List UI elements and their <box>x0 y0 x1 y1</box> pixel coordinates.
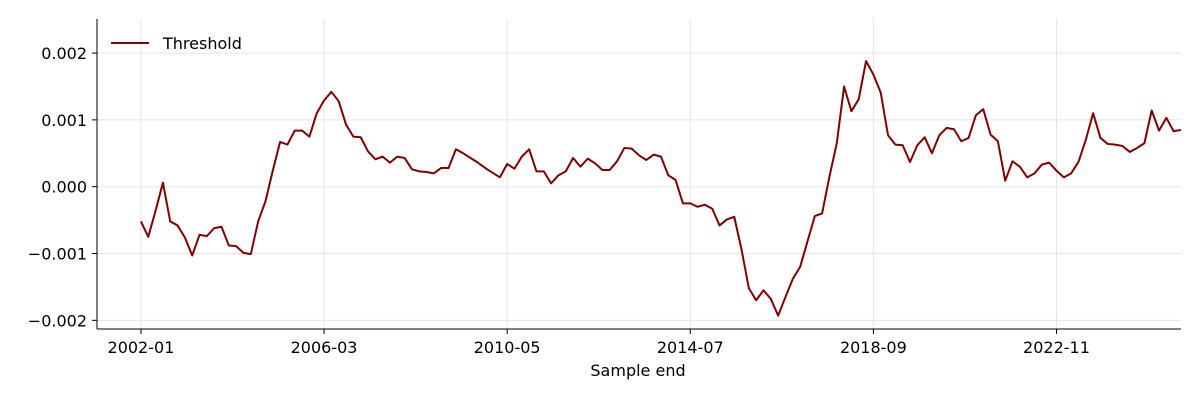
series-line-threshold <box>140 60 1182 317</box>
x-tick-label: 2022-11 <box>1023 338 1090 357</box>
y-tick-label: 0.002 <box>41 44 87 63</box>
x-tick-label: 2006-03 <box>291 338 358 357</box>
y-tick-label: 0.001 <box>41 111 87 130</box>
legend: Threshold <box>111 34 242 53</box>
x-ticks: 2002-01 2006-03 2010-05 2014-07 2018-09 2022-… <box>108 329 1090 357</box>
y-ticks: −0.002 −0.001 0.000 0.001 0.002 <box>28 44 97 330</box>
x-tick-label: 2010-05 <box>474 338 541 357</box>
y-tick-label: −0.002 <box>28 311 87 330</box>
y-tick-label: 0.000 <box>41 178 87 197</box>
x-axis-title: Sample end <box>590 361 685 380</box>
legend-label-threshold: Threshold <box>162 34 242 53</box>
series <box>140 60 1182 317</box>
y-tick-label: −0.001 <box>28 245 87 264</box>
x-tick-label: 2018-09 <box>840 338 907 357</box>
axes <box>96 19 1181 330</box>
x-tick-label: 2002-01 <box>108 338 175 357</box>
x-tick-label: 2014-07 <box>657 338 724 357</box>
grid <box>97 19 1181 329</box>
